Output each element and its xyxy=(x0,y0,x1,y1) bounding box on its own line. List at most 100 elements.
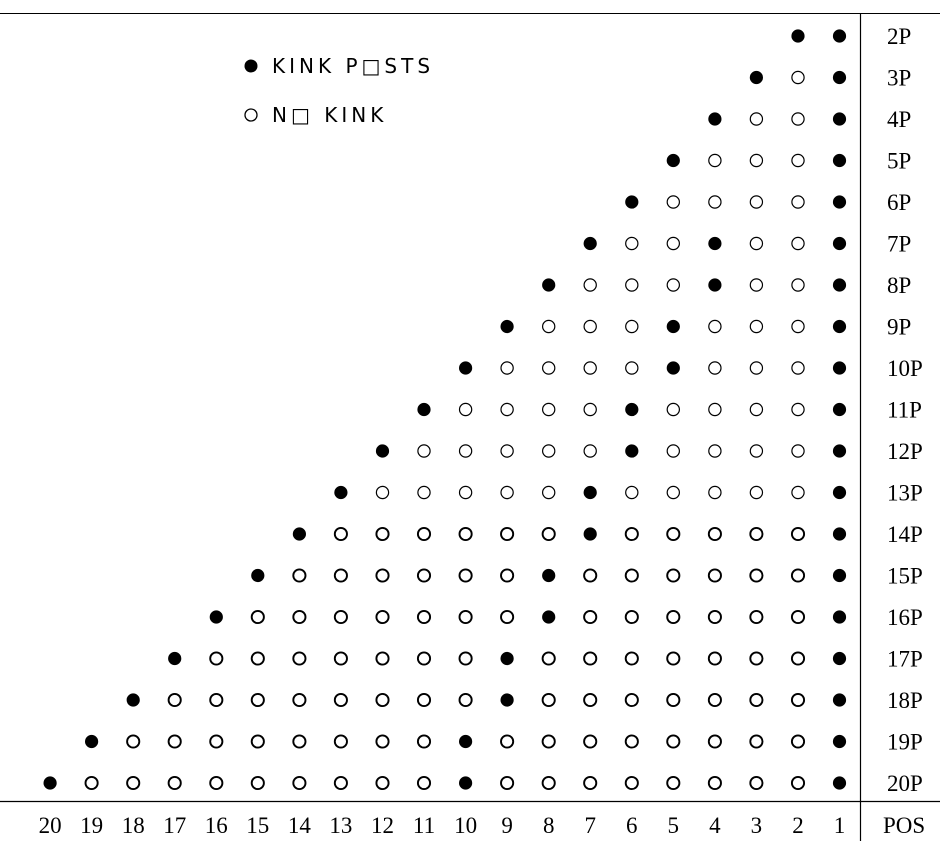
kink-dot xyxy=(625,402,639,417)
no-kink-dot xyxy=(666,734,681,749)
no-kink-dot xyxy=(542,402,556,417)
legend-nokink-label: N□ KINK xyxy=(272,103,387,127)
kink-dot xyxy=(542,610,556,624)
no-kink-dot xyxy=(583,361,597,375)
no-kink-dot xyxy=(790,692,806,708)
no-kink-dot xyxy=(126,734,141,749)
column-label: 14 xyxy=(288,813,312,838)
kink-dot xyxy=(832,776,847,790)
no-kink-dot xyxy=(625,319,639,334)
no-kink-dot xyxy=(708,153,722,168)
no-kink-dot xyxy=(458,609,473,625)
column-label: 17 xyxy=(163,813,186,838)
kink-dot xyxy=(85,734,99,749)
no-kink-dot xyxy=(250,651,265,666)
legend-nokink-marker xyxy=(244,108,258,122)
column-label: 16 xyxy=(205,813,228,838)
kink-dot xyxy=(832,319,847,334)
no-kink-dot xyxy=(542,361,556,375)
no-kink-dot xyxy=(209,734,224,749)
column-label: 1 xyxy=(834,813,846,838)
no-kink-dot xyxy=(209,775,224,791)
no-kink-dot xyxy=(790,609,806,625)
no-kink-dot xyxy=(666,278,681,292)
no-kink-dot xyxy=(500,734,515,749)
no-kink-dot xyxy=(624,651,639,666)
column-label: 19 xyxy=(80,813,103,838)
no-kink-dot xyxy=(500,402,514,417)
no-kink-dot xyxy=(708,402,722,417)
kink-dot xyxy=(126,693,140,707)
no-kink-dot xyxy=(583,734,598,749)
no-kink-dot xyxy=(791,236,805,251)
kink-dot xyxy=(708,112,722,126)
no-kink-dot xyxy=(583,319,597,334)
no-kink-dot xyxy=(749,278,764,292)
no-kink-dot xyxy=(416,609,432,625)
no-kink-dot xyxy=(625,361,639,375)
no-kink-dot xyxy=(292,692,307,708)
no-kink-dot xyxy=(791,485,805,500)
row-label: 14P xyxy=(887,522,923,547)
kink-dot xyxy=(832,693,847,707)
no-kink-dot xyxy=(375,692,390,708)
kink-dot xyxy=(832,568,847,583)
no-kink-dot xyxy=(375,485,390,500)
no-kink-dot xyxy=(749,236,764,251)
no-kink-dot xyxy=(708,319,722,334)
kink-dot xyxy=(459,361,473,375)
row-label: 18P xyxy=(887,688,923,713)
no-kink-dot xyxy=(375,734,390,749)
kink-dot xyxy=(583,485,597,500)
no-kink-dot xyxy=(500,526,515,542)
kink-dot xyxy=(459,734,473,749)
row-label: 15P xyxy=(887,564,923,589)
no-kink-dot xyxy=(791,402,805,417)
no-kink-dot xyxy=(167,775,182,791)
kink-dot xyxy=(500,651,514,666)
legend-kink-label: KINK P□STS xyxy=(272,54,434,78)
no-kink-dot xyxy=(624,775,639,791)
no-kink-dot xyxy=(707,775,722,791)
pos-axis-label: POS xyxy=(883,813,925,838)
no-kink-dot xyxy=(375,568,390,583)
kink-dot xyxy=(832,153,847,168)
no-kink-dot xyxy=(707,568,722,583)
row-label: 6P xyxy=(887,190,911,215)
kink-dot xyxy=(375,444,390,458)
no-kink-dot xyxy=(375,775,390,791)
no-kink-dot xyxy=(749,485,764,500)
no-kink-dot xyxy=(583,278,597,292)
no-kink-dot xyxy=(167,692,182,708)
no-kink-dot xyxy=(292,609,307,625)
no-kink-dot xyxy=(416,692,432,708)
row-label: 8P xyxy=(887,273,911,298)
no-kink-dot xyxy=(624,526,639,542)
kink-dot xyxy=(666,319,680,334)
column-label: 18 xyxy=(122,813,145,838)
row-label: 3P xyxy=(887,66,911,91)
no-kink-dot xyxy=(500,444,514,458)
no-kink-dot xyxy=(666,526,681,542)
no-kink-dot xyxy=(749,609,764,625)
no-kink-dot xyxy=(749,444,764,458)
kink-dot xyxy=(334,485,348,500)
no-kink-dot xyxy=(250,734,265,749)
no-kink-dot xyxy=(500,609,515,625)
no-kink-dot xyxy=(583,609,598,625)
no-kink-dot xyxy=(541,526,556,542)
no-kink-dot xyxy=(666,236,681,251)
no-kink-dot xyxy=(666,402,681,417)
no-kink-dot xyxy=(541,692,556,708)
row-label: 10P xyxy=(887,356,923,381)
no-kink-dot xyxy=(624,568,639,583)
no-kink-dot xyxy=(708,361,722,375)
no-kink-dot xyxy=(333,568,348,583)
no-kink-dot xyxy=(749,319,764,334)
no-kink-dot xyxy=(749,361,764,375)
no-kink-dot xyxy=(417,485,431,500)
no-kink-dot xyxy=(458,526,473,542)
no-kink-dot xyxy=(541,775,556,791)
kink-dot xyxy=(832,610,847,624)
kink-dot xyxy=(666,153,680,168)
